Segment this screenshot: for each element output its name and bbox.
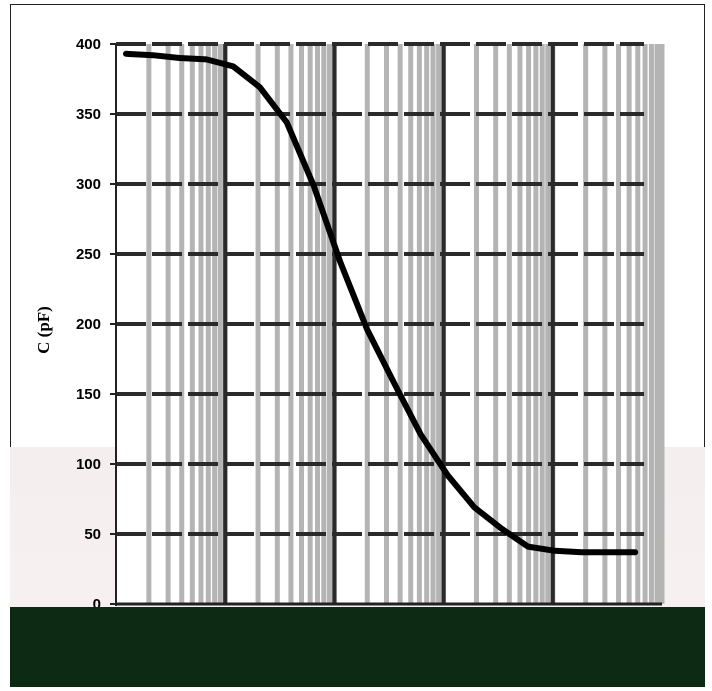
y-tick-label: 250 bbox=[76, 246, 101, 263]
footer-band bbox=[10, 607, 705, 687]
y-tick-label: 50 bbox=[84, 526, 101, 543]
series-layer bbox=[123, 50, 639, 556]
y-tick-label: 200 bbox=[76, 316, 101, 333]
horizontal-grid bbox=[116, 42, 644, 536]
y-tick-label: 0 bbox=[93, 596, 101, 613]
y-tick-label: 400 bbox=[76, 36, 101, 53]
y-tick-label: 350 bbox=[76, 106, 101, 123]
y-tick-labels: 0 50 100 150 200 250 300 350 400 bbox=[76, 36, 116, 613]
y-tick-label: 100 bbox=[76, 456, 101, 473]
y-tick-label: 300 bbox=[76, 176, 101, 193]
series-line bbox=[123, 50, 639, 556]
y-axis-label: C (pF) bbox=[34, 306, 53, 354]
y-tick-label: 150 bbox=[76, 386, 101, 403]
